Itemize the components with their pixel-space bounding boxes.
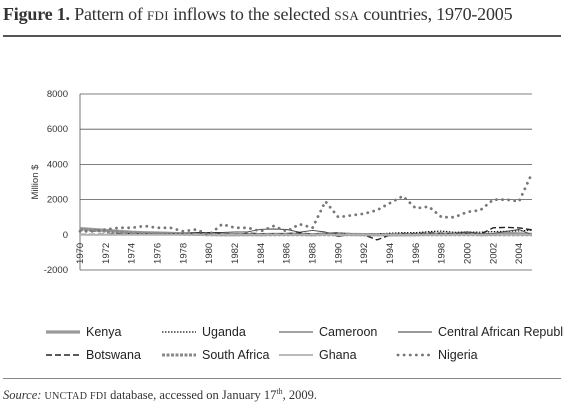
source-tail: , 2009. (282, 388, 318, 403)
bottom-rule (3, 378, 561, 379)
figure-title-part3: countries, 1970-2005 (363, 4, 513, 24)
y-tick-label: 6000 (47, 124, 68, 135)
x-tick-label: 1970 (75, 243, 86, 264)
figure-title-sc2: SSA (334, 8, 360, 23)
legend-label: Central African Republic (438, 325, 564, 339)
legend-label: South Africa (202, 348, 269, 362)
figure-caption: Figure 1. Pattern of FDI inflows to the … (3, 4, 561, 25)
x-tick-label: 1986 (282, 243, 293, 264)
x-tick-label: 1994 (385, 243, 396, 264)
x-tick-label: 1980 (204, 243, 215, 264)
figure-title-part2: inflows to the selected (173, 4, 331, 24)
y-tick-label: 2000 (47, 195, 68, 206)
x-tick-labels: 1970 1972 1974 1976 1978 1980 1982 1984 1986 1988… (75, 243, 525, 264)
x-tick-label: 1984 (256, 243, 267, 264)
x-tick-label: 1978 (178, 243, 189, 264)
series-line-nigeria (78, 171, 534, 237)
x-tick-label: 1998 (437, 243, 448, 264)
x-tick-label: 1996 (411, 243, 422, 264)
x-tick-label: 2002 (488, 243, 499, 264)
source-label: Source: (3, 388, 42, 403)
y-tick-label: -2000 (44, 265, 68, 276)
source-text: database, accessed on January 17 (110, 388, 277, 403)
y-tick-label: 4000 (47, 159, 68, 170)
legend-label: Cameroon (319, 325, 377, 339)
x-tick-label: 1992 (359, 243, 370, 264)
figure-title-part1: Pattern of (74, 4, 143, 24)
x-tick-label: 1988 (307, 243, 318, 264)
legend-label: Uganda (202, 325, 246, 339)
figure-label: Figure 1. (3, 4, 70, 24)
x-tick-label: 1990 (333, 243, 344, 264)
legend-label: Botswana (86, 348, 141, 362)
y-tick-labels: 8000 6000 4000 2000 0 -2000 (44, 89, 68, 276)
x-tick-label: 1976 (152, 243, 163, 264)
source-sup: th (276, 387, 283, 396)
legend-label: Nigeria (438, 348, 478, 362)
y-tick-label: 0 (63, 230, 68, 241)
legend-label: Kenya (86, 325, 121, 339)
x-tick-label: 1972 (101, 243, 112, 264)
y-axis-label: Million $ (30, 164, 41, 200)
x-tick-label: 2000 (462, 243, 473, 264)
figure-title-sc1: FDI (146, 8, 169, 23)
legend: Kenya Uganda Cameroon Central African Repub… (46, 325, 564, 362)
x-tick-label: 1974 (127, 243, 138, 264)
source-sc1: UNCTAD FDI (44, 391, 108, 403)
source-note: Source: UNCTAD FDI database, accessed on… (3, 387, 317, 403)
x-tick-label: 1982 (230, 243, 241, 264)
y-tick-label: 8000 (47, 89, 68, 100)
top-rule (3, 35, 561, 37)
series-lines (78, 171, 534, 241)
legend-label: Ghana (319, 348, 357, 362)
x-tick-label: 2004 (514, 243, 525, 264)
